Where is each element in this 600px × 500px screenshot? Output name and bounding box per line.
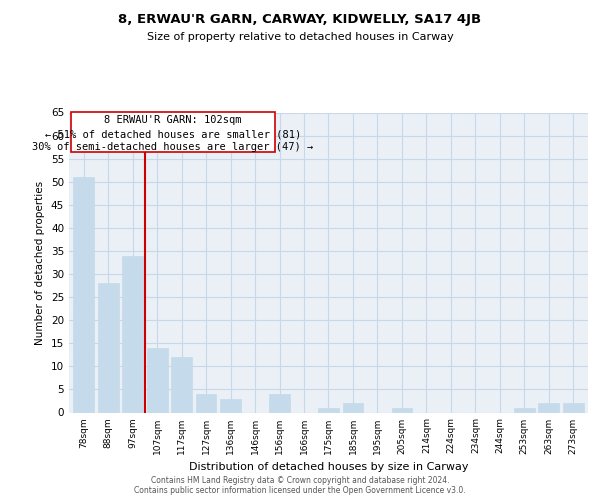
Bar (196, 394, 217, 412)
Bar (269, 394, 290, 412)
Bar (122, 256, 143, 412)
Bar (563, 404, 584, 412)
FancyBboxPatch shape (71, 112, 275, 152)
Bar (220, 398, 241, 412)
Text: Size of property relative to detached houses in Carway: Size of property relative to detached ho… (146, 32, 454, 42)
Bar (147, 348, 167, 412)
Text: 8, ERWAU'R GARN, CARWAY, KIDWELLY, SA17 4JB: 8, ERWAU'R GARN, CARWAY, KIDWELLY, SA17 … (118, 12, 482, 26)
Text: 30% of semi-detached houses are larger (47) →: 30% of semi-detached houses are larger (… (32, 142, 313, 152)
Bar (343, 404, 364, 412)
Y-axis label: Number of detached properties: Number of detached properties (35, 180, 46, 344)
Text: Contains HM Land Registry data © Crown copyright and database right 2024.: Contains HM Land Registry data © Crown c… (151, 476, 449, 485)
X-axis label: Distribution of detached houses by size in Carway: Distribution of detached houses by size … (189, 462, 468, 472)
Text: ← 51% of detached houses are smaller (81): ← 51% of detached houses are smaller (81… (44, 129, 301, 139)
Text: Contains public sector information licensed under the Open Government Licence v3: Contains public sector information licen… (134, 486, 466, 495)
Bar (171, 357, 192, 412)
Text: 8 ERWAU'R GARN: 102sqm: 8 ERWAU'R GARN: 102sqm (104, 116, 242, 126)
Bar (318, 408, 339, 412)
Bar (538, 404, 559, 412)
Bar (514, 408, 535, 412)
Bar (98, 284, 119, 412)
Bar (73, 177, 94, 412)
Bar (392, 408, 412, 412)
